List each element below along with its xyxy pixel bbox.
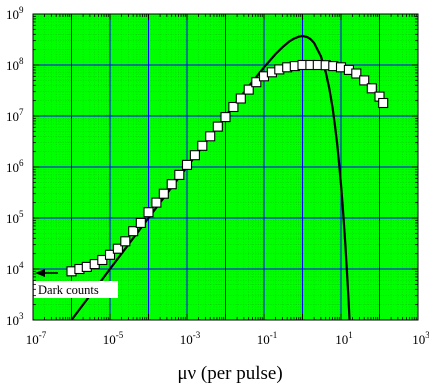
- data-point: [251, 77, 262, 88]
- data-point: [351, 68, 362, 79]
- y-tick-label: 109: [6, 5, 24, 22]
- marker-layer: [66, 59, 389, 277]
- data-point: [120, 236, 131, 247]
- data-point: [112, 243, 123, 254]
- annotation-layer: Dark counts: [34, 269, 118, 298]
- dark-counts-label-bg: [34, 281, 118, 298]
- data-point: [166, 179, 177, 190]
- data-point: [104, 249, 116, 260]
- y-tick-label: 105: [6, 209, 24, 226]
- tick-marks: [32, 13, 419, 321]
- data-point: [189, 150, 200, 161]
- x-tick-label: 10-5: [103, 330, 124, 347]
- data-point: [243, 84, 254, 95]
- dark-counts-arrowhead: [35, 269, 45, 277]
- x-tick-label: 103: [412, 330, 429, 347]
- y-tick-label: 104: [6, 260, 24, 277]
- data-point: [128, 226, 139, 237]
- data-point: [151, 197, 162, 208]
- x-axis-label: μν (per pulse): [177, 363, 282, 384]
- data-point: [212, 121, 223, 132]
- data-point: [235, 93, 246, 104]
- data-point: [97, 254, 108, 266]
- data-point: [205, 131, 216, 142]
- data-point: [220, 112, 231, 123]
- x-tick-label: 101: [335, 330, 353, 347]
- data-point: [158, 188, 169, 199]
- y-tick-label: 103: [6, 311, 24, 328]
- data-point: [174, 169, 185, 180]
- data-point: [181, 159, 193, 170]
- data-point: [378, 97, 389, 109]
- x-tick-label: 10-1: [257, 330, 278, 347]
- data-point: [366, 83, 377, 94]
- data-point: [143, 207, 154, 218]
- x-tick-label: 10-3: [180, 330, 201, 347]
- data-point: [135, 217, 146, 228]
- x-tick-labels: 10-7 10-5 10-3 10-1 101 103: [26, 330, 429, 347]
- y-tick-label: 108: [6, 56, 24, 73]
- data-point: [197, 140, 208, 151]
- data-point: [228, 101, 239, 113]
- y-tick-label: 107: [6, 107, 24, 124]
- data-point: [359, 75, 370, 86]
- x-tick-label: 10-7: [26, 330, 47, 347]
- y-tick-labels: 103 104 105 106 107 108 109: [6, 5, 24, 328]
- y-tick-label: 106: [6, 158, 24, 175]
- dark-counts-label: Dark counts: [38, 283, 99, 297]
